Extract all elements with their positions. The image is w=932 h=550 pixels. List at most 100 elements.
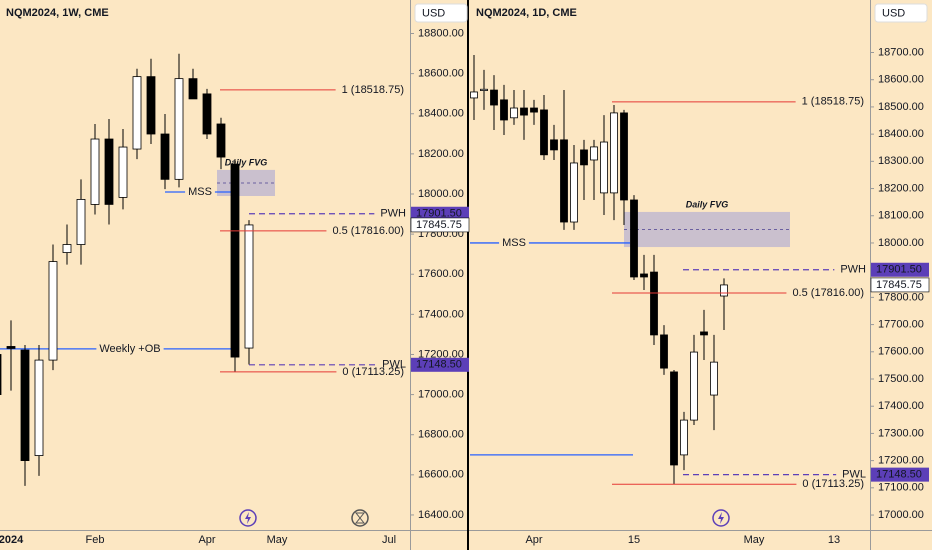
price-axis: USD 16400.00 16600.00 16800.00 17000.00 17200… <box>410 3 470 521</box>
y-tick-label: 17800.00 <box>878 291 924 303</box>
candle-body <box>174 78 184 180</box>
y-tick-label: 18600.00 <box>418 68 464 80</box>
plot-area: Daily FVG MSS Weekly +OB <box>0 53 377 486</box>
candle-body <box>104 138 114 205</box>
pw-label: PWH <box>380 208 406 220</box>
y-tick-label: 18200.00 <box>418 148 464 160</box>
y-tick-label: 18300.00 <box>878 155 924 167</box>
candle-body <box>650 271 658 336</box>
y-tick-label: 17200.00 <box>878 455 924 467</box>
zone-label: MSS <box>188 186 212 198</box>
y-tick-label: 16800.00 <box>418 429 464 441</box>
candle-body <box>710 361 718 396</box>
candle-body <box>560 139 568 223</box>
pw-price-tag <box>871 262 929 277</box>
last-price-label: 17845.75 <box>876 279 922 291</box>
y-tick-label: 18200.00 <box>878 182 924 194</box>
pw-price-tag <box>411 206 469 221</box>
fib-label: 0.5 (17816.00) <box>332 225 404 237</box>
y-tick-label: 17400.00 <box>418 308 464 320</box>
candle-body <box>580 149 588 166</box>
candle-body <box>520 107 528 116</box>
zone-label-bg <box>185 185 215 198</box>
price-axis: USD 17000.00 17100.00 17200.00 17300.00 17400… <box>870 3 930 521</box>
pw-price-tag-label: 17148.50 <box>416 359 462 371</box>
y-tick-label: 18400.00 <box>878 128 924 140</box>
y-tick-label: 18500.00 <box>878 101 924 113</box>
candle-body <box>76 199 86 245</box>
currency-label: USD <box>422 7 445 19</box>
candle-body <box>90 138 100 205</box>
currency-button[interactable] <box>874 3 928 23</box>
candle-body <box>720 284 728 297</box>
pw-price-tag <box>871 467 929 482</box>
candle-body <box>6 346 16 349</box>
currency-label: USD <box>882 7 905 19</box>
icon-hourglass[interactable] <box>351 509 369 527</box>
zone-label: MSS <box>502 237 526 249</box>
candle-body <box>630 199 638 278</box>
candle-body <box>230 163 240 358</box>
candle-body <box>480 88 488 92</box>
candle-body <box>132 76 142 150</box>
candle-body <box>500 99 508 121</box>
candle-body <box>530 107 538 113</box>
y-tick-label: 16600.00 <box>418 469 464 481</box>
y-tick-label: 18700.00 <box>878 46 924 58</box>
candle-body <box>188 78 198 100</box>
pw-label: PWL <box>842 469 866 481</box>
zone-label: Weekly +OB <box>99 343 160 355</box>
icon-lightning[interactable] <box>239 509 257 527</box>
y-tick-label: 17200.00 <box>418 348 464 360</box>
y-tick-label: 17100.00 <box>878 482 924 494</box>
pw-price-tag-label: 17148.50 <box>876 469 922 481</box>
candle-body <box>34 359 44 456</box>
candle-body <box>20 349 30 461</box>
x-tick-label: 15 <box>628 534 640 546</box>
candle-body <box>0 354 2 395</box>
candle-body <box>640 273 648 278</box>
zone-label-bg <box>96 342 164 355</box>
fvg-label: Daily FVG <box>225 157 268 167</box>
candle-body <box>540 109 548 156</box>
y-tick-label: 17700.00 <box>878 318 924 330</box>
y-tick-label: 18000.00 <box>418 188 464 200</box>
candle-body <box>550 139 558 151</box>
candle-body <box>216 123 226 158</box>
y-tick-label: 17500.00 <box>878 373 924 385</box>
pw-label: PWL <box>382 359 406 371</box>
plot-area: Daily FVG MSS <box>470 54 837 485</box>
candle-body <box>660 334 668 369</box>
y-tick-label: 18400.00 <box>418 108 464 120</box>
candle-body <box>620 112 628 201</box>
y-tick-label: 17300.00 <box>878 427 924 439</box>
candle-body <box>490 89 498 106</box>
currency-button[interactable] <box>414 3 468 23</box>
y-tick-label: 17400.00 <box>878 400 924 412</box>
last-price-tag <box>410 217 470 233</box>
fib-label: 1 (18518.75) <box>802 96 864 108</box>
fib-label: 0 (17113.25) <box>802 478 864 490</box>
candle-body <box>700 331 708 336</box>
pw-price-tag-label: 17901.50 <box>876 264 922 276</box>
x-tick-label: May <box>744 534 765 546</box>
y-tick-label: 16400.00 <box>418 509 464 521</box>
fib-label: 0 (17113.25) <box>342 366 404 378</box>
candle-body <box>570 162 578 223</box>
x-tick-label: 13 <box>828 534 840 546</box>
zone-label-bg <box>499 236 529 249</box>
x-tick-label: Jul <box>382 534 396 546</box>
pw-label: PWH <box>840 264 866 276</box>
fib-label: 1 (18518.75) <box>342 84 404 96</box>
x-tick-label: Apr <box>198 534 215 546</box>
y-tick-label: 17000.00 <box>878 509 924 521</box>
icon-lightning[interactable] <box>712 509 730 527</box>
last-price-label: 17845.75 <box>416 219 462 231</box>
y-tick-label: 17600.00 <box>418 268 464 280</box>
x-tick-label: 2024 <box>0 534 24 546</box>
pane-divider <box>467 0 469 550</box>
chart-title: NQM2024, 1W, CME <box>6 7 109 19</box>
candle-body <box>202 93 212 135</box>
candle-body <box>610 112 618 194</box>
